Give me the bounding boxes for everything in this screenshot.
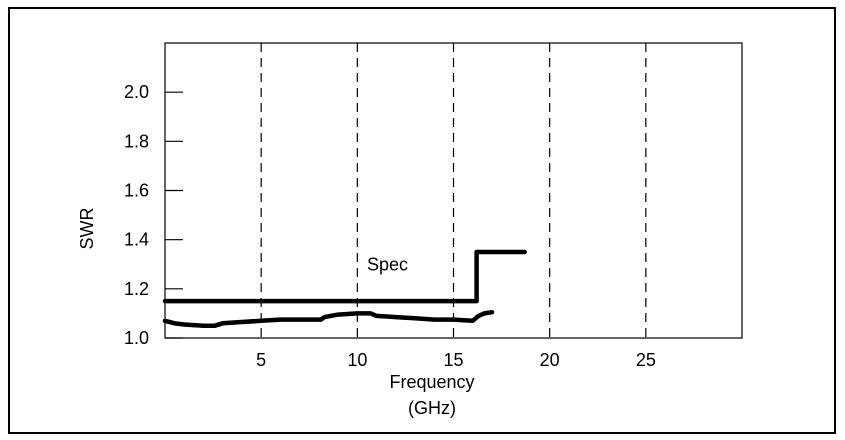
x-axis-label: Frequency xyxy=(389,372,474,392)
y-tick-label: 1.4 xyxy=(124,230,149,250)
x-tick-label: 5 xyxy=(256,350,266,370)
x-tick-label: 10 xyxy=(347,350,367,370)
spec-line xyxy=(162,249,527,304)
data-series xyxy=(162,249,527,328)
y-tick-label: 2.0 xyxy=(124,82,149,102)
y-tick-label: 1.2 xyxy=(124,279,149,299)
spec-annotation: Spec xyxy=(367,254,408,274)
measured-swr-line xyxy=(162,309,495,328)
y-tick-label: 1.0 xyxy=(124,328,149,348)
y-axis-ticks: 1.0 1.2 1.4 1.6 1.8 2.0 xyxy=(124,82,183,348)
y-tick-label: 1.6 xyxy=(124,181,149,201)
x-tick-label: 25 xyxy=(636,350,656,370)
x-axis-ticks: 5 10 15 20 25 xyxy=(256,350,656,370)
outer-frame xyxy=(8,7,836,434)
x-tick-label: 20 xyxy=(540,350,560,370)
y-axis-label: SWR xyxy=(77,208,97,250)
y-tick-label: 1.8 xyxy=(124,131,149,151)
x-axis-unit-label: (GHz) xyxy=(408,398,456,418)
x-tick-label: 15 xyxy=(443,350,463,370)
grid-lines xyxy=(260,43,647,338)
